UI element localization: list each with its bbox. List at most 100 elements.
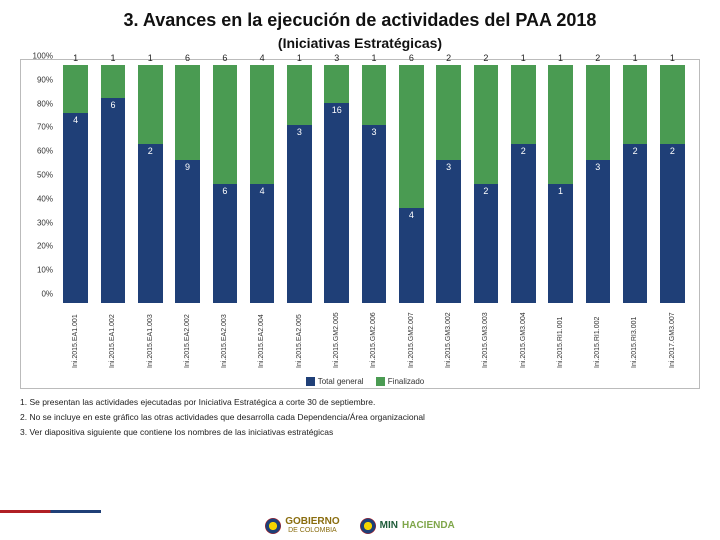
y-tick: 10% xyxy=(37,266,53,275)
bar-segment-finalized: 2 xyxy=(586,65,611,160)
bar-segment-finalized: 6 xyxy=(399,65,424,208)
y-tick: 0% xyxy=(41,290,53,299)
bar-segment-total: 3 xyxy=(362,125,387,304)
footnote-3: 3. Ver diapositiva siguiente que contien… xyxy=(20,427,700,437)
bar-value-total: 2 xyxy=(623,146,648,156)
logo-minhacienda: MIN HACIENDA xyxy=(360,518,455,534)
footnotes: 1. Se presentan las actividades ejecutad… xyxy=(20,397,700,437)
logo-gob-line2: DE COLOMBIA xyxy=(285,527,339,534)
x-tick-label: Ini.2015.GM2.007 xyxy=(393,306,430,368)
bar-segment-finalized: 1 xyxy=(511,65,536,144)
plot-area: 14161269664413316136423221211231212 xyxy=(57,65,691,303)
bar-segment-total: 9 xyxy=(175,160,200,303)
bar-column: 66 xyxy=(206,65,243,303)
bar-value-finalized: 1 xyxy=(362,53,387,63)
bar-column: 22 xyxy=(467,65,504,303)
bar-value-total: 2 xyxy=(511,146,536,156)
x-tick-label: Ini.2015.EA1.001 xyxy=(57,306,94,368)
y-tick: 40% xyxy=(37,194,53,203)
bar-value-total: 1 xyxy=(548,186,573,196)
chart-legend: Total general Finalizado xyxy=(21,377,699,386)
bar-segment-finalized: 6 xyxy=(175,65,200,160)
bar-value-total: 9 xyxy=(175,162,200,172)
crest-icon xyxy=(265,518,281,534)
bar-segment-total: 4 xyxy=(399,208,424,303)
bar-segment-finalized: 1 xyxy=(138,65,163,144)
bar-value-finalized: 6 xyxy=(213,53,238,63)
bar-segment-total: 6 xyxy=(213,184,238,303)
bar-segment-total: 2 xyxy=(660,144,685,303)
x-tick-label: Ini.2017.GM3.007 xyxy=(654,306,691,368)
bar-segment-total: 6 xyxy=(101,98,126,303)
bar-value-finalized: 1 xyxy=(63,53,88,63)
stacked-bar: 64 xyxy=(399,65,424,303)
bar-column: 12 xyxy=(616,65,653,303)
bar-segment-finalized: 1 xyxy=(101,65,126,98)
legend-swatch-finalized xyxy=(376,377,385,386)
bar-column: 12 xyxy=(654,65,691,303)
x-tick-label: Ini.2015.RI1.001 xyxy=(542,306,579,368)
slide: 3. Avances en la ejecución de actividade… xyxy=(0,0,720,540)
stacked-bar: 316 xyxy=(324,65,349,303)
logo-gobierno: GOBIERNO DE COLOMBIA xyxy=(265,517,339,534)
bar-value-total: 3 xyxy=(436,162,461,172)
x-tick-label: Ini.2015.EA2.003 xyxy=(206,306,243,368)
y-tick: 20% xyxy=(37,242,53,251)
x-axis: Ini.2015.EA1.001Ini.2015.EA1.002Ini.2015… xyxy=(57,306,691,368)
bar-segment-finalized: 1 xyxy=(287,65,312,125)
bar-segment-total: 4 xyxy=(63,113,88,303)
bar-segment-total: 3 xyxy=(287,125,312,304)
stacked-bar: 13 xyxy=(362,65,387,303)
legend-label-finalized: Finalizado xyxy=(388,377,424,386)
bar-segment-finalized: 2 xyxy=(474,65,499,184)
stacked-bar: 12 xyxy=(623,65,648,303)
bar-column: 44 xyxy=(243,65,280,303)
stacked-bar: 12 xyxy=(511,65,536,303)
bar-value-total: 3 xyxy=(362,127,387,137)
x-tick-label: Ini.2015.GM2.006 xyxy=(355,306,392,368)
y-tick: 70% xyxy=(37,123,53,132)
bar-value-total: 4 xyxy=(250,186,275,196)
footnote-1: 1. Se presentan las actividades ejecutad… xyxy=(20,397,700,407)
stacked-bar: 66 xyxy=(213,65,238,303)
bar-segment-total: 1 xyxy=(548,184,573,303)
stacked-bar: 12 xyxy=(660,65,685,303)
bar-value-finalized: 3 xyxy=(324,53,349,63)
bar-value-finalized: 1 xyxy=(623,53,648,63)
footer: GOBIERNO DE COLOMBIA MIN HACIENDA xyxy=(0,510,720,534)
slide-title: 3. Avances en la ejecución de actividade… xyxy=(20,10,700,31)
y-axis: 0%10%20%30%40%50%60%70%80%90%100% xyxy=(21,65,55,303)
x-tick-label: Ini.2015.GM3.002 xyxy=(430,306,467,368)
bar-segment-total: 2 xyxy=(474,184,499,303)
bar-value-finalized: 6 xyxy=(399,53,424,63)
bar-column: 23 xyxy=(430,65,467,303)
bar-column: 69 xyxy=(169,65,206,303)
logo-min-part1: MIN xyxy=(380,520,398,531)
slide-subtitle: (Iniciativas Estratégicas) xyxy=(20,35,700,51)
bar-segment-finalized: 3 xyxy=(324,65,349,103)
stacked-bar: 14 xyxy=(63,65,88,303)
bar-segment-finalized: 1 xyxy=(548,65,573,184)
bar-column: 14 xyxy=(57,65,94,303)
bar-value-finalized: 2 xyxy=(474,53,499,63)
bar-value-total: 16 xyxy=(324,105,349,115)
bar-column: 64 xyxy=(393,65,430,303)
footnote-2: 2. No se incluye en este gráfico las otr… xyxy=(20,412,700,422)
stacked-bar: 11 xyxy=(548,65,573,303)
bar-column: 23 xyxy=(579,65,616,303)
bar-value-total: 2 xyxy=(138,146,163,156)
stacked-bar: 16 xyxy=(101,65,126,303)
bar-value-finalized: 1 xyxy=(138,53,163,63)
logo-min-part2: HACIENDA xyxy=(402,520,455,531)
x-tick-label: Ini.2015.GM3.003 xyxy=(467,306,504,368)
bar-column: 11 xyxy=(542,65,579,303)
bar-value-total: 4 xyxy=(63,115,88,125)
bar-segment-finalized: 1 xyxy=(623,65,648,144)
bar-segment-total: 3 xyxy=(436,160,461,303)
bar-column: 13 xyxy=(281,65,318,303)
x-tick-label: Ini.2015.EA2.002 xyxy=(169,306,206,368)
bar-value-finalized: 2 xyxy=(436,53,461,63)
logo-row: GOBIERNO DE COLOMBIA MIN HACIENDA xyxy=(0,517,720,534)
stacked-bar: 13 xyxy=(287,65,312,303)
bar-value-total: 6 xyxy=(213,186,238,196)
